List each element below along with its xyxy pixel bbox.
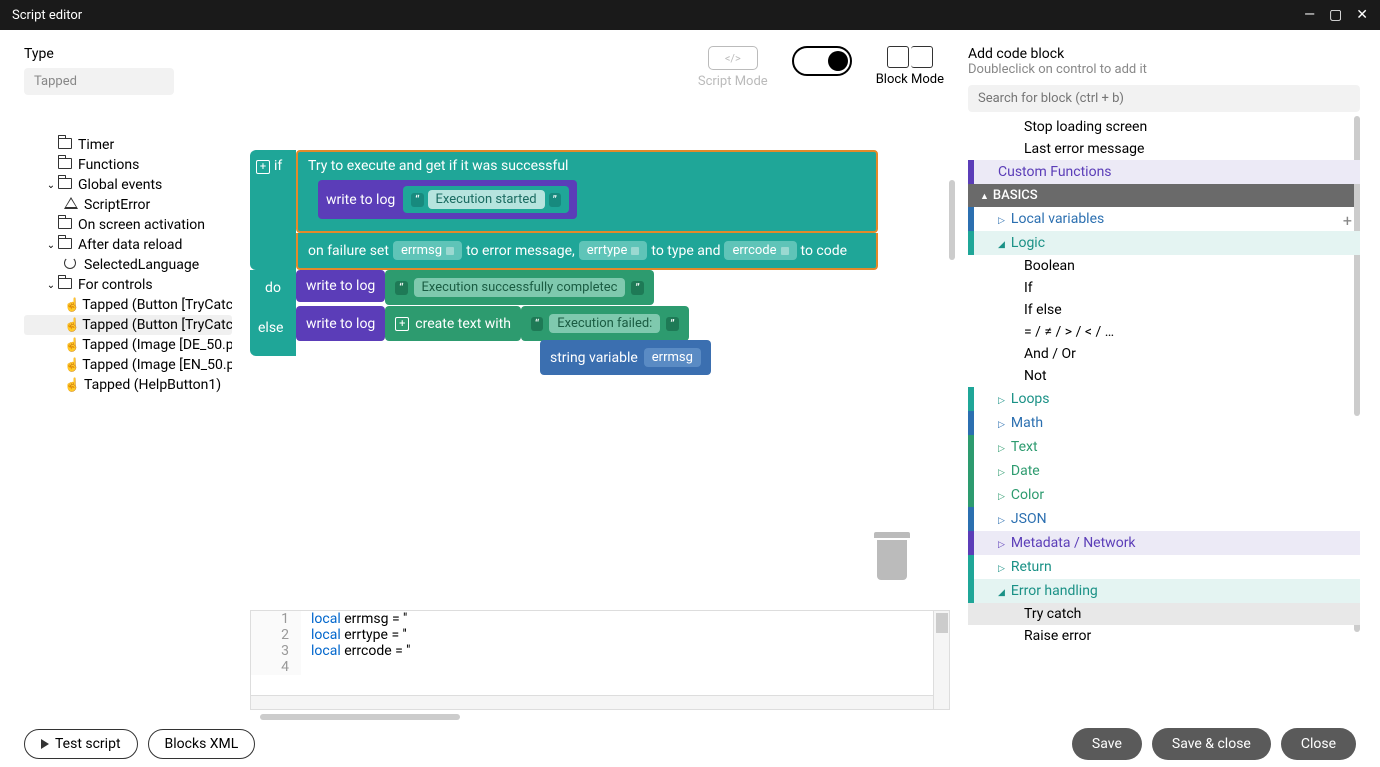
- event-tree: TimerFunctions⌄Global eventsScriptErrorO…: [24, 135, 232, 395]
- block-list-item[interactable]: Try catch: [968, 603, 1360, 625]
- tree-item[interactable]: ⌄After data reload: [24, 235, 232, 255]
- block-list-item[interactable]: And / Or: [968, 343, 1360, 365]
- save-close-button[interactable]: Save & close: [1152, 728, 1271, 760]
- panel-scrollbar-h[interactable]: [260, 714, 460, 720]
- block-list-item[interactable]: ▷Color: [968, 483, 1360, 507]
- block-list-item[interactable]: Boolean: [968, 255, 1360, 277]
- tree-item[interactable]: ☝Tapped (Button [TryCatc: [24, 315, 232, 335]
- type-input[interactable]: [24, 68, 174, 95]
- add-block-label: Add code block: [968, 46, 1360, 62]
- tree-item[interactable]: ⌄Global events: [24, 175, 232, 195]
- tree-item[interactable]: ☝Tapped (Image [EN_50.p: [24, 355, 232, 375]
- tree-item[interactable]: ScriptError: [24, 195, 232, 215]
- block-list-item[interactable]: ▷Loops: [968, 387, 1360, 411]
- block-canvas[interactable]: +if Try to execute and get if it was suc…: [250, 150, 950, 590]
- close-icon[interactable]: ✕: [1356, 7, 1368, 23]
- block-list-item[interactable]: ◢Error handling: [968, 579, 1360, 603]
- play-icon: [41, 739, 49, 749]
- code-line[interactable]: 1local errmsg = '': [251, 611, 949, 627]
- code-scrollbar-h[interactable]: [251, 695, 933, 709]
- block-list-item[interactable]: Stop loading screen: [968, 116, 1360, 138]
- else-label: else: [250, 306, 296, 356]
- block-list-item[interactable]: ◢Logic: [968, 231, 1360, 255]
- block-list-item[interactable]: ▲BASICS: [968, 184, 1360, 207]
- tree-item[interactable]: ⌄For controls: [24, 275, 232, 295]
- block-list-item[interactable]: ▷Math: [968, 411, 1360, 435]
- center-panel: </> Script Mode Block Mode +if: [240, 30, 960, 720]
- block-list-item[interactable]: ▷Date: [968, 459, 1360, 483]
- block-list-item[interactable]: Custom Functions: [968, 160, 1360, 184]
- canvas-scrollbar[interactable]: [949, 180, 955, 260]
- code-line[interactable]: 4: [251, 659, 949, 675]
- write-log-do[interactable]: write to log: [296, 270, 385, 302]
- block-category-list: Stop loading screenLast error messageCus…: [968, 116, 1360, 647]
- try-block[interactable]: Try to execute and get if it was success…: [296, 150, 878, 233]
- block-mode[interactable]: Block Mode: [876, 46, 944, 87]
- block-list-item[interactable]: ▷Metadata / Network: [968, 531, 1360, 555]
- left-panel: Type TimerFunctions⌄Global eventsScriptE…: [0, 30, 240, 720]
- test-script-button[interactable]: Test script: [24, 729, 138, 759]
- minimize-icon[interactable]: —: [1304, 7, 1315, 23]
- write-log-else[interactable]: write to log: [296, 306, 385, 341]
- block-list-item[interactable]: ▷Local variables+: [968, 207, 1360, 231]
- script-mode[interactable]: </> Script Mode: [698, 46, 768, 89]
- right-panel: Add code block Doubleclick on control to…: [960, 30, 1380, 720]
- block-list-item[interactable]: If else: [968, 299, 1360, 321]
- string-var-block[interactable]: string variable errmsg: [540, 340, 711, 375]
- code-editor[interactable]: 1local errmsg = ''2local errtype = ''3lo…: [250, 610, 950, 710]
- text-chip-failed[interactable]: “ Execution failed: ”: [521, 306, 689, 341]
- block-list-item[interactable]: ▷JSON: [968, 507, 1360, 531]
- block-list-item[interactable]: ▷Return: [968, 555, 1360, 579]
- tree-item[interactable]: Functions: [24, 155, 232, 175]
- tree-item[interactable]: Timer: [24, 135, 232, 155]
- text-chip-do[interactable]: “ Execution successfully completec ”: [385, 270, 653, 305]
- window-title: Script editor: [12, 8, 82, 23]
- code-line[interactable]: 3local errcode = '': [251, 643, 949, 659]
- maximize-icon[interactable]: ▢: [1329, 7, 1342, 23]
- tree-item[interactable]: ☝Tapped (Button [TryCatc: [24, 295, 232, 315]
- create-text-block[interactable]: + create text with: [385, 306, 521, 341]
- block-list-item[interactable]: Not: [968, 365, 1360, 387]
- add-block-hint: Doubleclick on control to add it: [968, 62, 1360, 77]
- code-scrollbar-v[interactable]: [933, 611, 949, 709]
- code-line[interactable]: 2local errtype = '': [251, 627, 949, 643]
- type-label: Type: [24, 46, 232, 62]
- failure-row[interactable]: on failure set errmsg to error message, …: [296, 233, 878, 270]
- tree-item[interactable]: SelectedLanguage: [24, 255, 232, 275]
- if-block[interactable]: +if Try to execute and get if it was suc…: [250, 150, 878, 375]
- block-list-item[interactable]: Raise error: [968, 625, 1360, 647]
- block-list-item[interactable]: Last error message: [968, 138, 1360, 160]
- trash-icon[interactable]: [874, 532, 910, 580]
- save-button[interactable]: Save: [1072, 728, 1142, 760]
- tree-item[interactable]: ☝Tapped (Image [DE_50.p: [24, 335, 232, 355]
- tree-item[interactable]: ☝Tapped (HelpButton1): [24, 375, 232, 395]
- blocks-xml-button[interactable]: Blocks XML: [148, 729, 256, 759]
- block-list-item[interactable]: = / ≠ / > / < / …: [968, 321, 1360, 343]
- block-list-item[interactable]: If: [968, 277, 1360, 299]
- close-button[interactable]: Close: [1281, 728, 1356, 760]
- tree-item[interactable]: On screen activation: [24, 215, 232, 235]
- write-log-block[interactable]: write to log “Execution started”: [318, 180, 577, 219]
- block-list-item[interactable]: ▷Text: [968, 435, 1360, 459]
- block-search-input[interactable]: [968, 85, 1360, 112]
- do-label: do: [250, 270, 296, 306]
- mode-toggle[interactable]: [792, 46, 852, 76]
